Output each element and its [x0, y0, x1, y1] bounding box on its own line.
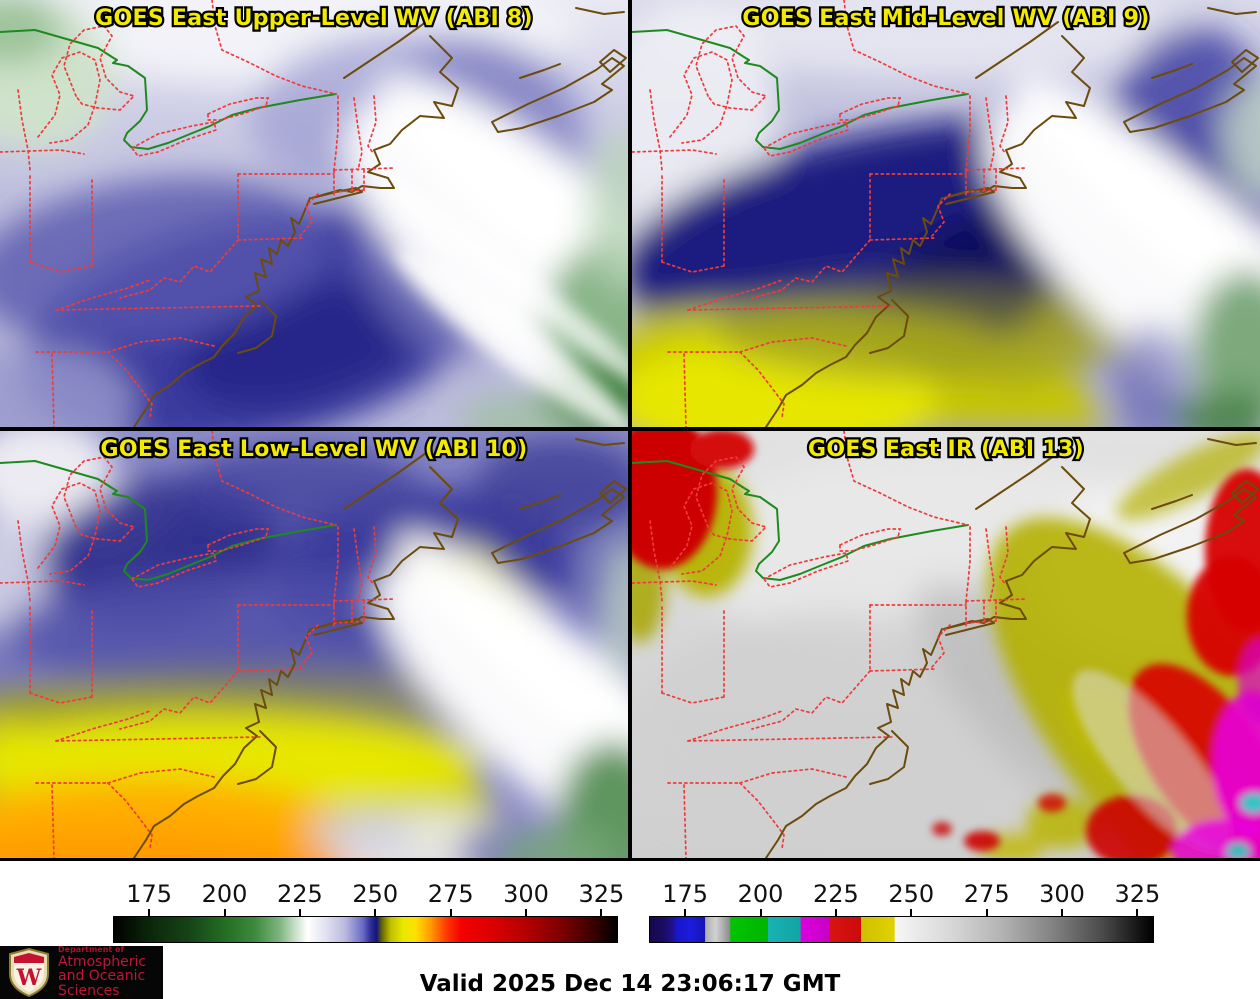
logo-dept-line: Department of — [58, 945, 125, 955]
colorbar-tick-mark — [834, 909, 837, 916]
colorbar-tick-label: 200 — [737, 880, 784, 908]
valid-time-text: Valid 2025 Dec 14 23:06:17 GMT — [419, 971, 841, 997]
logo-name-line1: Atmospheric — [58, 953, 147, 970]
legend-footer-area: 175 200 225 250 275 300 325 175 200 225 250 275 300… — [0, 861, 1260, 999]
wv-colorbar-gradient — [113, 916, 618, 943]
panel-title-abi13: GOES East IR (ABI 13) — [808, 437, 1084, 462]
colorbar-tick-mark — [223, 909, 226, 916]
panel-mid-level-wv: GOES East Mid-Level WV (ABI 9) — [632, 0, 1260, 427]
panel-upper-level-wv: GOES East Upper-Level WV (ABI 8) — [0, 0, 628, 427]
colorbar-tick-label: 175 — [126, 880, 173, 908]
colorbar-tick-label: 225 — [276, 880, 323, 908]
panel-title-abi8: GOES East Upper-Level WV (ABI 8) — [95, 6, 533, 31]
upper-level-wv-image: GOES East Upper-Level WV (ABI 8) — [0, 0, 628, 427]
colorbar-tick-mark — [600, 909, 603, 916]
colorbar-tick-mark — [1061, 909, 1064, 916]
colorbar-tick-label: 275 — [427, 880, 474, 908]
colorbar-tick-label: 300 — [503, 880, 549, 908]
low-level-wv-image: GOES East Low-Level WV (ABI 10) — [0, 431, 628, 858]
uw-aos-logo: W Department of Atmospheric and Oceanic … — [0, 945, 163, 999]
colorbar-tick-mark — [374, 909, 377, 916]
colorbar-tick-mark — [525, 909, 528, 916]
wv-colorbar: 175 200 225 250 275 300 325 — [113, 880, 624, 944]
colorbar-tick-mark — [298, 909, 301, 916]
colorbar-tick-label: 250 — [888, 880, 935, 908]
mid-level-wv-image: GOES East Mid-Level WV (ABI 9) — [632, 0, 1260, 427]
ir-colorbar: 175 200 225 250 275 300 325 — [649, 880, 1160, 944]
panel-title-abi10: GOES East Low-Level WV (ABI 10) — [100, 437, 527, 462]
colorbar-tick-label: 300 — [1039, 880, 1085, 908]
colorbar-tick-label: 325 — [578, 880, 625, 908]
colorbar-tick-label: 175 — [662, 880, 709, 908]
colorbar-tick-label: 275 — [963, 880, 1010, 908]
colorbar-tick-label: 250 — [352, 880, 399, 908]
colorbar-tick-mark — [684, 909, 687, 916]
panel-ir: GOES East IR (ABI 13) — [632, 431, 1260, 858]
panel-low-level-wv: GOES East Low-Level WV (ABI 10) — [0, 431, 628, 858]
logo-name-line2: and Oceanic Sciences — [58, 968, 146, 999]
colorbar-tick-label: 200 — [201, 880, 248, 908]
ir-image: GOES East IR (ABI 13) — [632, 431, 1260, 858]
uw-crest-icon: W — [9, 948, 49, 997]
colorbar-tick-mark — [449, 909, 452, 916]
colorbar-tick-mark — [985, 909, 988, 916]
panel-title-abi9: GOES East Mid-Level WV (ABI 9) — [742, 6, 1149, 31]
svg-text:W: W — [16, 965, 42, 991]
colorbar-tick-mark — [759, 909, 762, 916]
ir-colorbar-gradient — [649, 916, 1154, 943]
colorbar-tick-mark — [1136, 909, 1139, 916]
colorbar-tick-mark — [910, 909, 913, 916]
colorbar-tick-mark — [148, 909, 151, 916]
colorbar-tick-label: 325 — [1114, 880, 1161, 908]
colorbar-tick-label: 225 — [812, 880, 859, 908]
